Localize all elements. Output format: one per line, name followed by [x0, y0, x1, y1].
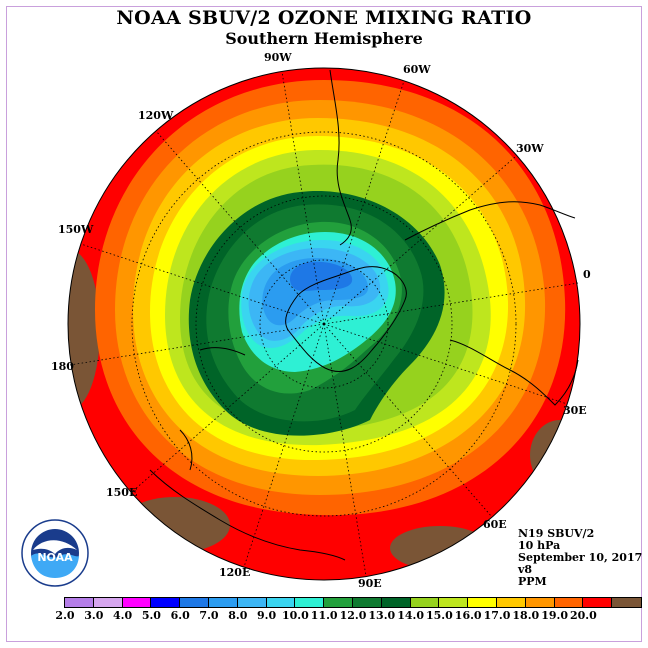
lon-label-30e: 30E [563, 404, 587, 417]
colorbar-tick-label: 13.0 [368, 609, 396, 622]
coastline-new-zealand [179, 429, 193, 471]
coastline-atlantic [404, 201, 576, 241]
meridians [69, 71, 579, 577]
colorbar-tick-label: 7.0 [199, 609, 219, 622]
lon-label-180: 180 [51, 360, 74, 373]
info-date: September 10, 2017 [518, 551, 643, 564]
low-value-patch-south [390, 526, 490, 570]
low-value-patch-southeast [530, 420, 580, 490]
colorbar-swatch [93, 598, 123, 607]
colorbar-swatch [468, 598, 497, 607]
coastline-africa [449, 339, 579, 406]
colorbar-tick-label: 12.0 [339, 609, 367, 622]
lon-label-120e: 120E [219, 566, 251, 579]
colorbar-tick-label: 20.0 [569, 609, 597, 622]
colorbar-ticks: 2.0 3.0 4.0 5.0 6.0 7.0 8.0 9.0 10.0 11.0 12.0 13.0… [0, 609, 648, 623]
colorbar-tick-label: 11.0 [310, 609, 338, 622]
map-boundary [67, 67, 581, 581]
ozone-contours [68, 68, 580, 580]
colorbar [64, 597, 642, 608]
colorbar-swatch [439, 598, 469, 607]
colorbar-swatch [266, 598, 296, 607]
map-title: NOAA SBUV/2 OZONE MIXING RATIO [116, 7, 532, 29]
image-frame [6, 6, 642, 642]
graticule [131, 131, 517, 517]
colorbar-tick-label: 4.0 [113, 609, 133, 622]
coastline-ross-sea [199, 347, 246, 356]
info-instrument: N19 SBUV/2 [518, 527, 595, 540]
colorbar-tick-label: 9.0 [257, 609, 277, 622]
info-units: PPM [518, 575, 547, 588]
colorbar-tick-label: 15.0 [425, 609, 453, 622]
map-subtitle: Southern Hemisphere [225, 29, 423, 48]
colorbar-tick-label: 2.0 [55, 609, 75, 622]
colorbar-swatch [237, 598, 267, 607]
info-version: v8 [518, 563, 533, 576]
colorbar-tick-label: 16.0 [454, 609, 482, 622]
colorbar-swatch [180, 598, 209, 607]
lon-label-90e: 90E [358, 577, 382, 590]
lon-label-150w: 150W [58, 223, 94, 236]
colorbar-swatch [410, 598, 440, 607]
lon-label-60e: 60E [483, 518, 507, 531]
coastline-south-america [329, 69, 352, 246]
colorbar-swatch [554, 598, 584, 607]
colorbar-tick-label: 8.0 [228, 609, 248, 622]
low-value-patch-southwest [120, 497, 230, 553]
colorbar-swatch [65, 598, 94, 607]
noaa-logo: NOAA [21, 519, 89, 587]
colorbar-tick-label: 18.0 [512, 609, 540, 622]
colorbar-tick-label: 5.0 [141, 609, 161, 622]
colorbar-swatch [381, 598, 411, 607]
colorbar-tick-label: 6.0 [170, 609, 190, 622]
info-block: N19 SBUV/2 10 hPa September 10, 2017 v8 … [518, 528, 642, 588]
lon-label-90w: 90W [264, 51, 292, 64]
coastline-antarctica [285, 266, 407, 373]
colorbar-tick-label: 17.0 [483, 609, 511, 622]
info-level: 10 hPa [518, 539, 561, 552]
lon-label-150e: 150E [106, 486, 138, 499]
colorbar-tick-label: 3.0 [84, 609, 104, 622]
lon-label-120w: 120W [138, 109, 174, 122]
colorbar-swatch [295, 598, 325, 607]
colorbar-swatch [151, 598, 181, 607]
colorbar-swatch [324, 598, 353, 607]
logo-text: NOAA [37, 551, 73, 564]
colorbar-tick-label: 14.0 [397, 609, 424, 622]
colorbar-swatch [496, 598, 526, 607]
colorbar-swatch [122, 598, 152, 607]
lon-label-0: 0 [583, 268, 591, 281]
lon-label-30w: 30W [516, 142, 544, 155]
colorbar-tick-label: 19.0 [541, 609, 568, 622]
colorbar-swatch [525, 598, 555, 607]
coastlines [149, 69, 579, 561]
lon-label-60w: 60W [403, 63, 431, 76]
low-value-patch-west [68, 250, 100, 410]
coastline-australia [149, 469, 346, 561]
colorbar-swatch [583, 598, 613, 607]
colorbar-swatch [208, 598, 238, 607]
colorbar-tick-label: 10.0 [281, 609, 309, 622]
colorbar-swatch [352, 598, 382, 607]
colorbar-swatch [612, 598, 641, 607]
